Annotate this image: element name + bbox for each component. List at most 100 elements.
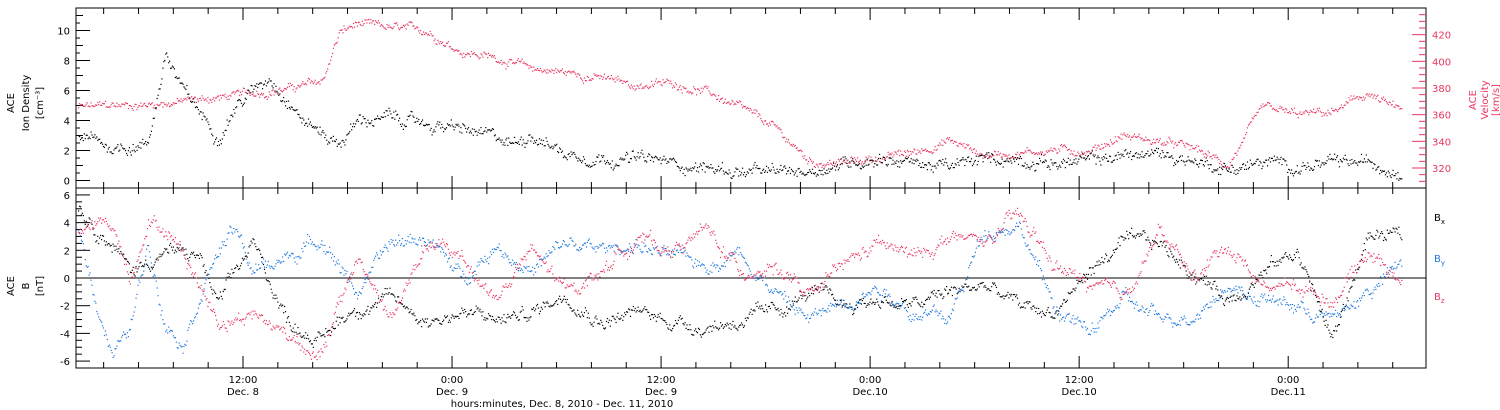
bx-point: [192, 253, 194, 255]
ion-density-point: [118, 150, 120, 152]
bx-point: [118, 248, 120, 250]
ion-density-point: [982, 161, 984, 163]
bx-point: [724, 323, 726, 326]
velocity-point: [1147, 139, 1149, 141]
velocity-point: [171, 104, 174, 106]
velocity-point: [510, 59, 512, 61]
ion-density-point: [1272, 160, 1274, 162]
velocity-point: [435, 43, 437, 45]
velocity-point: [653, 83, 656, 85]
ion-density-point: [422, 124, 425, 126]
velocity-point: [886, 156, 888, 158]
ion-density-point: [1208, 168, 1210, 170]
bx-point: [420, 319, 422, 322]
ion-density-point: [793, 174, 795, 176]
bx-point: [1179, 267, 1182, 269]
bx-point: [563, 295, 565, 297]
bx-point: [573, 309, 575, 311]
velocity-point: [783, 137, 785, 139]
bx-point: [449, 321, 451, 323]
ion-density-point: [549, 147, 551, 149]
bx-point: [101, 234, 104, 237]
by-point: [296, 263, 298, 265]
bx-point: [250, 240, 252, 242]
by-point: [749, 270, 751, 272]
velocity-point: [212, 98, 214, 100]
velocity-point: [552, 70, 554, 72]
bx-point: [145, 259, 147, 261]
ion-density-point: [704, 171, 706, 173]
bx-point: [185, 248, 187, 250]
by-point: [101, 325, 104, 327]
velocity-point: [114, 105, 116, 107]
bx-point: [946, 286, 948, 288]
velocity-point: [641, 87, 643, 90]
bx-point: [542, 301, 544, 303]
bx-point: [1155, 242, 1158, 244]
bx-point: [894, 305, 896, 307]
velocity-point: [1220, 160, 1222, 162]
bx-point: [740, 324, 742, 326]
ion-density-point: [900, 160, 902, 162]
velocity-point: [1221, 164, 1223, 166]
velocity-point: [1356, 96, 1358, 98]
ion-density-point: [855, 164, 857, 166]
by-point: [363, 282, 365, 284]
velocity-point: [101, 102, 104, 104]
velocity-point: [271, 90, 273, 92]
bx-point: [492, 319, 495, 321]
bx-point: [951, 294, 953, 297]
ion-density-point: [519, 138, 521, 141]
bx-point: [1213, 281, 1215, 283]
velocity-point: [144, 102, 146, 105]
by-point: [368, 272, 370, 274]
velocity-point: [583, 77, 586, 79]
ion-density-point: [718, 165, 720, 167]
bx-point: [428, 325, 430, 327]
by-point: [464, 280, 466, 282]
velocity-point: [547, 72, 549, 74]
ion-density-point: [786, 170, 789, 172]
velocity-point: [396, 22, 398, 24]
velocity-point: [1015, 154, 1018, 156]
velocity-point: [1361, 99, 1364, 101]
bx-point: [275, 294, 277, 296]
velocity-point: [140, 102, 142, 104]
velocity-point: [842, 160, 844, 163]
bx-point: [1327, 324, 1329, 326]
ion-density-point: [1010, 160, 1012, 162]
ion-density-point: [553, 146, 555, 148]
ion-density-point: [540, 139, 542, 141]
velocity-point: [1376, 95, 1378, 98]
by-point: [312, 244, 314, 246]
ion-density-point: [1240, 168, 1242, 171]
velocity-point: [354, 21, 357, 23]
by-point: [395, 239, 397, 241]
ion-density-point: [1286, 164, 1288, 166]
by-point: [106, 338, 108, 341]
ion-density-point: [1098, 157, 1100, 159]
velocity-point: [847, 159, 849, 161]
bx-point: [1207, 281, 1209, 283]
bx-point: [705, 329, 707, 331]
bx-point: [653, 313, 656, 316]
ion-density-point: [1368, 159, 1370, 162]
ion-density-point: [319, 126, 321, 128]
ion-density-point: [1151, 149, 1153, 151]
bx-point: [1052, 317, 1054, 319]
ion-density-point: [462, 123, 464, 125]
ion-density-point: [698, 166, 701, 168]
by-point: [277, 261, 279, 263]
bx-point: [565, 301, 567, 303]
velocity-point: [697, 88, 700, 90]
velocity-point: [601, 76, 603, 78]
bx-point: [506, 317, 508, 319]
bx-point: [1364, 249, 1366, 251]
bx-point: [934, 295, 936, 297]
bx-point: [1185, 270, 1187, 272]
bx-point: [512, 314, 514, 316]
velocity-point: [806, 159, 808, 161]
ion-density-point: [888, 157, 890, 159]
velocity-point: [694, 88, 696, 90]
ion-density-point: [832, 162, 835, 164]
